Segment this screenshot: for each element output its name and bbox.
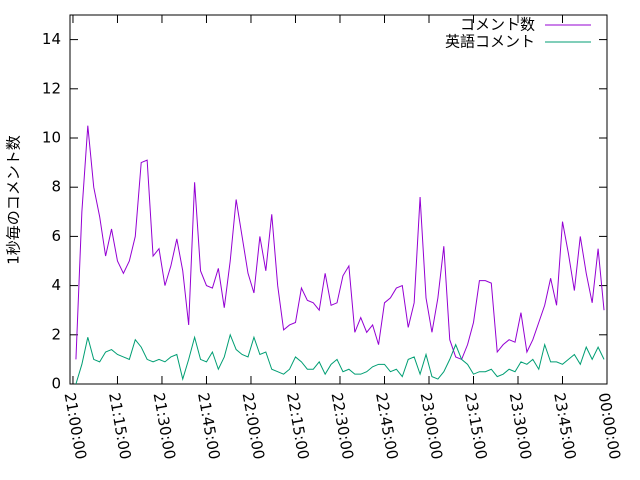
x-tick-label: 21:30:00 (150, 391, 179, 460)
x-tick-label: 22:00:00 (239, 391, 268, 460)
y-tick-label: 12 (42, 79, 61, 97)
y-tick-label: 10 (42, 129, 61, 147)
y-axis-label: 1秒毎のコメント数 (5, 135, 23, 265)
x-tick-label: 21:00:00 (61, 391, 90, 460)
plot-border (69, 14, 608, 385)
y-tick-label: 2 (51, 325, 61, 343)
legend-label: 英語コメント (445, 33, 535, 51)
y-tick-label: 14 (42, 30, 61, 48)
legend-label: コメント数 (460, 16, 535, 34)
y-tick-label: 0 (51, 375, 61, 393)
x-tick-label: 22:15:00 (283, 391, 312, 460)
x-tick-label: 22:45:00 (372, 391, 401, 460)
x-tick-label: 00:00:00 (595, 391, 624, 460)
x-tick-label: 23:45:00 (550, 391, 579, 460)
y-tick-label: 4 (51, 276, 61, 294)
series-line (75, 125, 605, 361)
y-tick-label: 6 (51, 227, 61, 245)
x-tick-label: 21:45:00 (194, 391, 223, 460)
x-tick-label: 21:15:00 (105, 391, 134, 460)
series-line (75, 333, 605, 385)
x-tick-label: 23:00:00 (417, 391, 446, 460)
x-tick-label: 22:30:00 (328, 391, 357, 460)
x-tick-label: 23:30:00 (506, 391, 535, 460)
y-tick-label: 8 (51, 178, 61, 196)
x-tick-label: 23:15:00 (461, 391, 490, 460)
